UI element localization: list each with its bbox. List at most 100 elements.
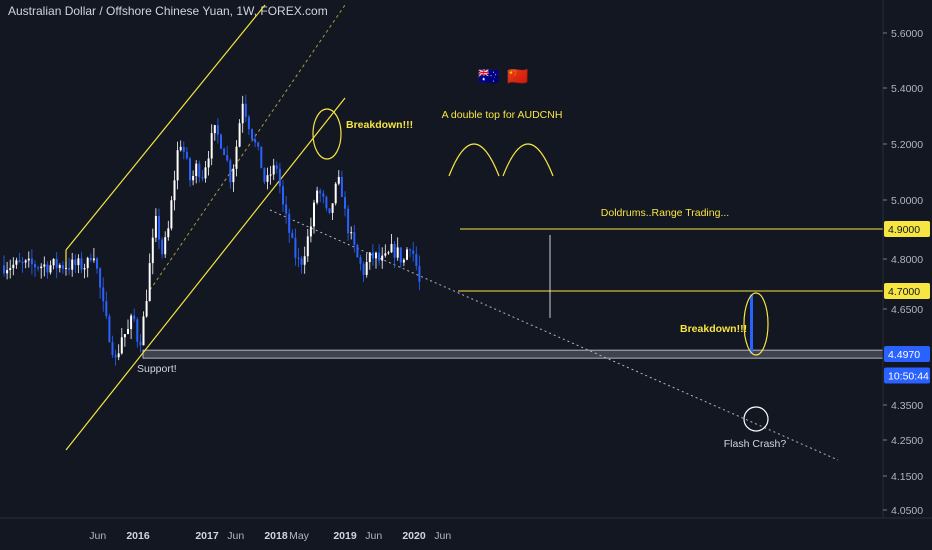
candle [30,249,33,275]
candle [117,344,120,361]
candle-body [300,258,303,265]
time-tick-2020: 2020 [402,530,426,542]
candle [89,253,92,263]
candle [164,231,167,258]
price-axis[interactable]: 5.6000 5.4000 5.2000 5.0000 4.8000 4.6500 4.35… [882,0,930,518]
candle-body [334,183,337,204]
time-tick-jun: Jun [365,530,382,542]
candle [210,124,213,166]
price-label-3[interactable]: 4.4970 [884,346,930,362]
candle [294,228,297,266]
breakdown-label-2: Breakdown!!! [680,323,747,335]
candle-body [229,160,232,183]
candle [375,251,377,269]
candle-body [142,316,145,346]
candle [384,244,387,258]
candle [49,260,52,275]
candle [83,263,86,279]
candle-body [120,337,123,354]
candle-body [92,258,95,261]
candle-body [61,265,64,269]
candle [34,260,36,277]
candle [43,256,46,277]
candle [409,248,412,258]
candle [148,253,151,302]
candle [278,163,281,194]
candle [390,234,393,253]
candle [201,170,204,182]
candles-layer [3,94,753,366]
chart-title: Australian Dollar / Offshore Chinese Yua… [8,4,328,18]
candle-body [65,268,67,270]
candle [359,254,362,271]
candle-body [313,202,315,227]
channel-upper-line [65,4,266,251]
candle-body [167,228,170,238]
candle [136,317,139,348]
candle-body [356,244,359,258]
price-label-1[interactable]: 4.9000 [884,221,930,237]
price-tick-label: 5.6000 [891,28,923,40]
candle-body [353,232,356,245]
candle-body [99,268,102,288]
candle-body [418,266,421,282]
candle [396,237,399,261]
candle-body [282,186,284,205]
candle [15,257,18,269]
candle-body [340,176,343,198]
candle [344,191,346,217]
candle-body [9,268,12,271]
candle-body [55,258,58,268]
candle-body [371,252,374,259]
candle [406,247,408,261]
price-label-2[interactable]: 4.7000 [884,283,930,299]
candle [65,262,67,276]
candle [220,133,222,150]
candle-body [235,146,238,169]
candle [179,140,182,152]
time-axis[interactable]: Jun 2016 2017 Jun 2018 May 2019 Jun 2020 Jun [0,517,932,542]
candle-body [390,244,393,253]
candle-body [238,123,241,147]
candle [238,119,241,148]
price-label-4[interactable]: 10:50:44 [884,367,930,384]
time-tick-2017: 2017 [195,530,219,542]
candle [21,256,24,273]
candle [198,160,201,183]
candle [272,158,275,181]
candle-body [288,213,291,233]
candle [46,261,49,279]
price-tick-label: 4.6500 [891,304,923,316]
candle [229,158,232,189]
breakdown-circle-1 [312,108,342,160]
candle-body [96,258,98,269]
candle-body [331,203,334,213]
candle-body [37,267,40,269]
candle [353,224,356,253]
candle-body [381,255,384,261]
candle-body [27,258,30,261]
candle-body [189,158,191,181]
candle-body [275,165,278,169]
candle [306,228,309,263]
candle [173,170,176,211]
candle-body [220,134,222,149]
price-tick-label: 4.1500 [891,471,923,483]
candle-body [161,239,164,255]
candle-body [232,168,235,183]
double-top-arc-2 [502,143,554,177]
candle-body [303,256,306,265]
candle [319,188,322,203]
candle [77,254,80,274]
price-tick-label: 4.0500 [891,505,923,517]
candle-body [272,165,275,175]
candle [204,160,207,183]
candle-body [406,249,408,260]
candle-body [74,259,77,266]
price-label-text: 4.7000 [888,286,920,298]
candle-body [24,260,27,263]
candle-body [49,265,52,273]
candle-body [127,328,129,335]
candle [139,333,142,353]
